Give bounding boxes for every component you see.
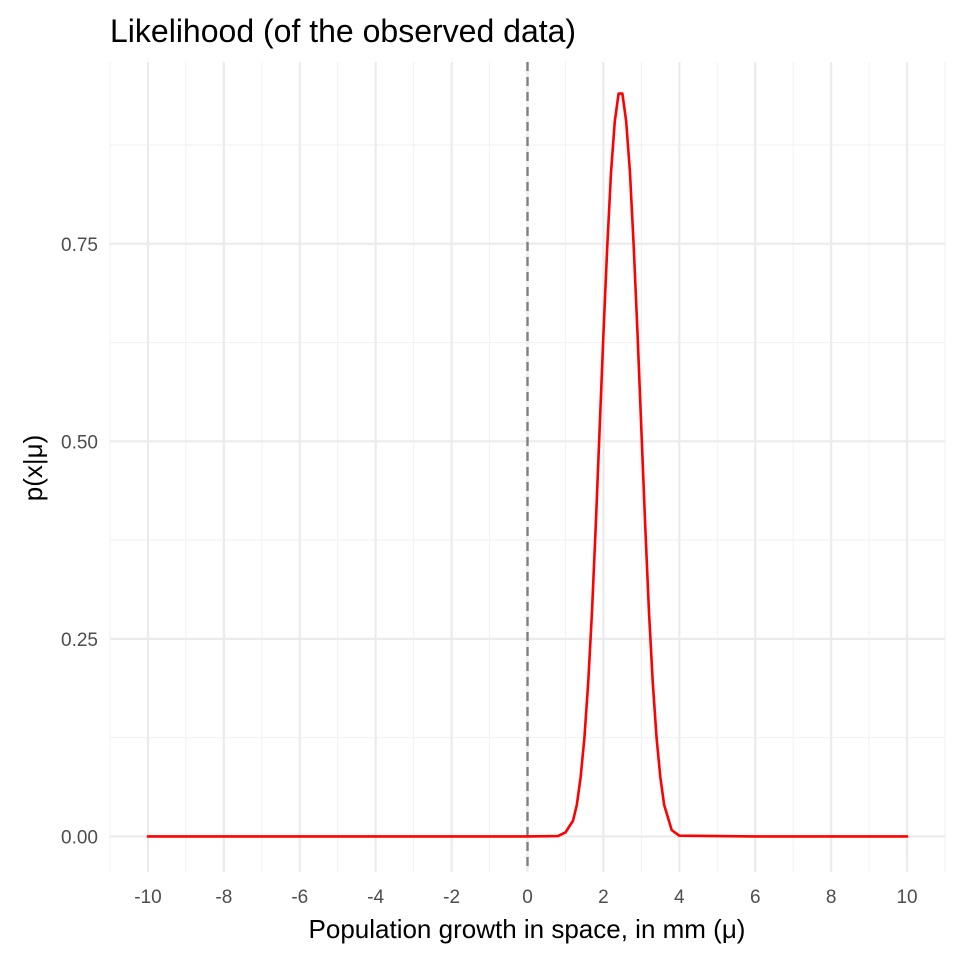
x-tick-label: 8 [826, 887, 837, 908]
y-tick-label: 0.25 [61, 630, 98, 651]
x-tick-label: 0 [522, 887, 533, 908]
series-layer [146, 92, 909, 838]
x-tick-label: 10 [896, 887, 917, 908]
y-tick-label: 0.50 [61, 432, 98, 453]
y-axis-ticks: 0.00 0.25 0.50 0.75 [61, 235, 98, 849]
x-axis-title: Population growth in space, in mm (μ) [309, 914, 746, 944]
y-tick-label: 0.75 [61, 235, 98, 256]
x-tick-label: -4 [367, 887, 384, 908]
x-tick-label: -6 [291, 887, 308, 908]
x-axis-ticks: -10 -8 -6 -4 -2 0 2 4 6 8 10 [134, 887, 917, 908]
x-tick-label: 4 [674, 887, 685, 908]
y-tick-label: 0.00 [61, 827, 98, 848]
x-tick-label: -8 [215, 887, 232, 908]
x-tick-label: 2 [598, 887, 609, 908]
y-axis-title: p(x|μ) [18, 435, 48, 502]
series-line [146, 92, 909, 838]
x-tick-label: 6 [750, 887, 761, 908]
x-tick-label: -10 [134, 887, 161, 908]
x-tick-label: -2 [443, 887, 460, 908]
chart-title: Likelihood (of the observed data) [110, 13, 576, 49]
